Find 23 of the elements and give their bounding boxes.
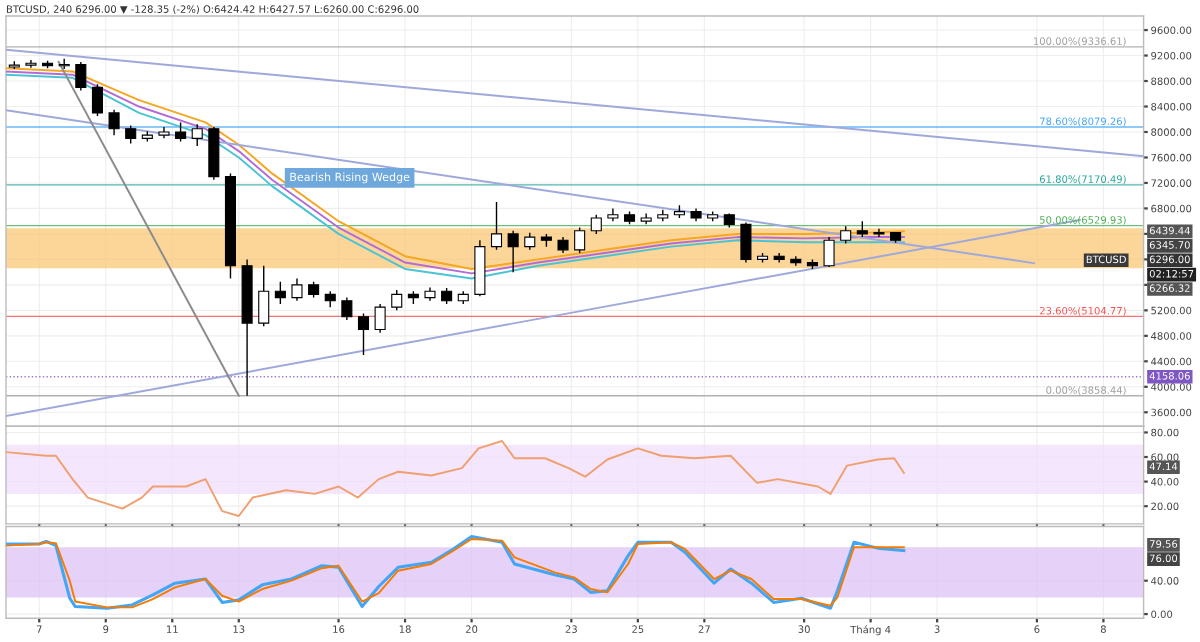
candlestick [374,303,386,334]
candlestick [474,239,486,298]
candlestick [357,312,370,356]
candlestick [274,280,286,305]
candlestick [574,226,586,254]
candlestick [740,221,752,264]
candlestick [91,83,103,117]
candlestick [208,126,220,181]
candlestick [490,201,503,251]
candlestick [341,296,353,321]
candlestick [507,230,519,273]
candlestick [790,255,802,267]
candlestick [108,108,120,136]
candlestick [25,59,37,69]
candlestick [291,277,303,302]
candlestick [258,265,270,327]
candlestick [191,123,203,147]
candlestick [773,252,785,264]
candlestick [823,236,835,268]
candlestick [175,121,187,143]
candlestick [590,214,602,235]
candlestick [75,61,87,92]
candlestick [391,289,403,312]
